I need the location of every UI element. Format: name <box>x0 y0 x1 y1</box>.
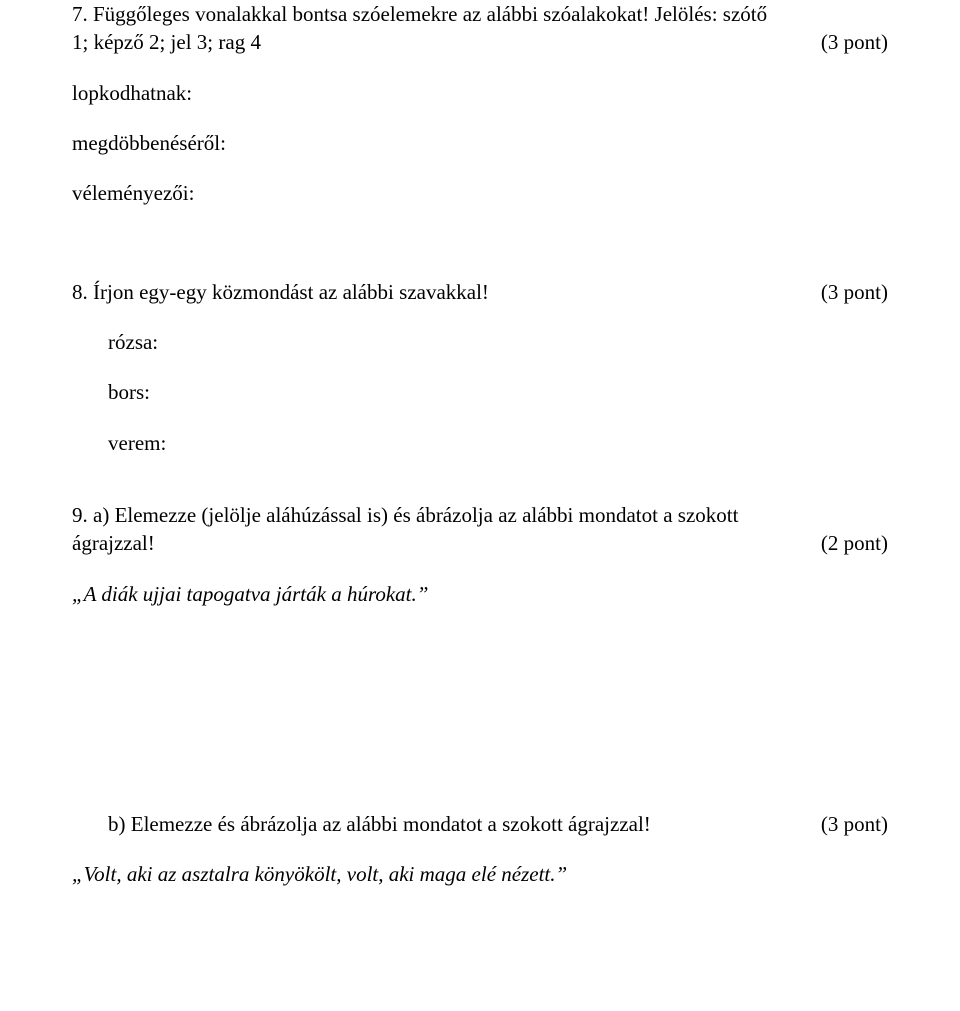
page: 7. Függőleges vonalakkal bontsa szóeleme… <box>0 0 960 889</box>
q7-line1: 7. Függőleges vonalakkal bontsa szóeleme… <box>72 0 888 28</box>
q9a-points: (2 pont) <box>821 529 888 557</box>
q8-item-rozsa: rózsa: <box>108 328 888 356</box>
q8-points: (3 pont) <box>821 278 888 306</box>
q8-item-verem: verem: <box>108 429 888 457</box>
q9a-line2-left: ágrajzzal! <box>72 529 155 557</box>
q8-row: 8. Írjon egy-egy közmondást az alábbi sz… <box>72 278 888 306</box>
q7-line2: 1; képző 2; jel 3; rag 4 (3 pont) <box>72 28 888 56</box>
q9a-line2: ágrajzzal! (2 pont) <box>72 529 888 557</box>
q7-line2-left: 1; képző 2; jel 3; rag 4 <box>72 28 261 56</box>
q9b-row: b) Elemezze és ábrázolja az alábbi monda… <box>108 810 888 838</box>
q7-points: (3 pont) <box>821 28 888 56</box>
q8-prompt: 8. Írjon egy-egy közmondást az alábbi sz… <box>72 278 489 306</box>
q8-item-bors: bors: <box>108 378 888 406</box>
q9b-points: (3 pont) <box>821 810 888 838</box>
q7-item-lopkodhatnak: lopkodhatnak: <box>72 79 888 107</box>
q7-item-megdobbeneserol: megdöbbenéséről: <box>72 129 888 157</box>
q9b-prompt: b) Elemezze és ábrázolja az alábbi monda… <box>108 810 651 838</box>
q9a-quote: „A diák ujjai tapogatva járták a húrokat… <box>72 580 888 608</box>
q7-item-velemenyezoi: véleményezői: <box>72 179 888 207</box>
q9a-line1: 9. a) Elemezze (jelölje aláhúzással is) … <box>72 501 888 529</box>
q9b-quote: „Volt, aki az asztalra könyökölt, volt, … <box>72 860 888 888</box>
